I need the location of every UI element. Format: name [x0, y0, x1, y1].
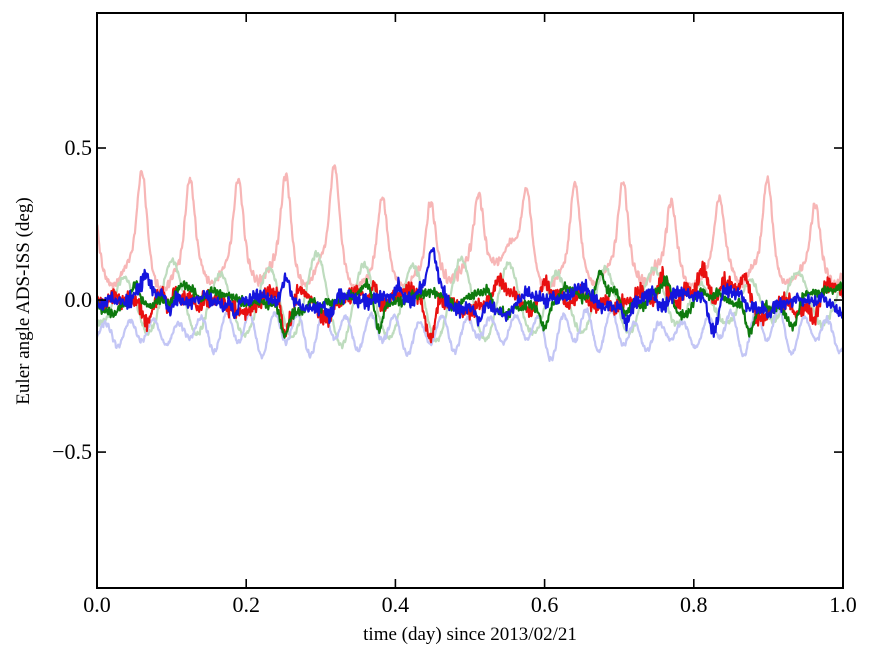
y-tick-label: 0.5 — [64, 135, 93, 160]
x-tick-label: 0.0 — [83, 592, 111, 617]
series-euler-angle-2-residual — [98, 269, 842, 339]
y-axis-label: Euler angle ADS-ISS (deg) — [13, 197, 34, 405]
x-tick-label: 0.6 — [530, 592, 559, 617]
axes-spines — [96, 12, 844, 589]
x-tick-label: 0.4 — [381, 592, 410, 617]
x-tick-label: 0.2 — [232, 592, 260, 617]
y-tick-label: −0.5 — [52, 439, 92, 465]
x-tick-label: 0.8 — [680, 592, 708, 617]
y-tick-label: 0.0 — [64, 287, 93, 313]
series-euler-angle-3-orbital — [98, 307, 842, 362]
series-euler-angle-1-orbital — [98, 164, 842, 294]
x-axis-label: time (day) since 2013/02/21 — [363, 624, 577, 645]
x-tick-label: 1.0 — [829, 592, 857, 617]
series-euler-angle-3-residual — [98, 247, 842, 338]
